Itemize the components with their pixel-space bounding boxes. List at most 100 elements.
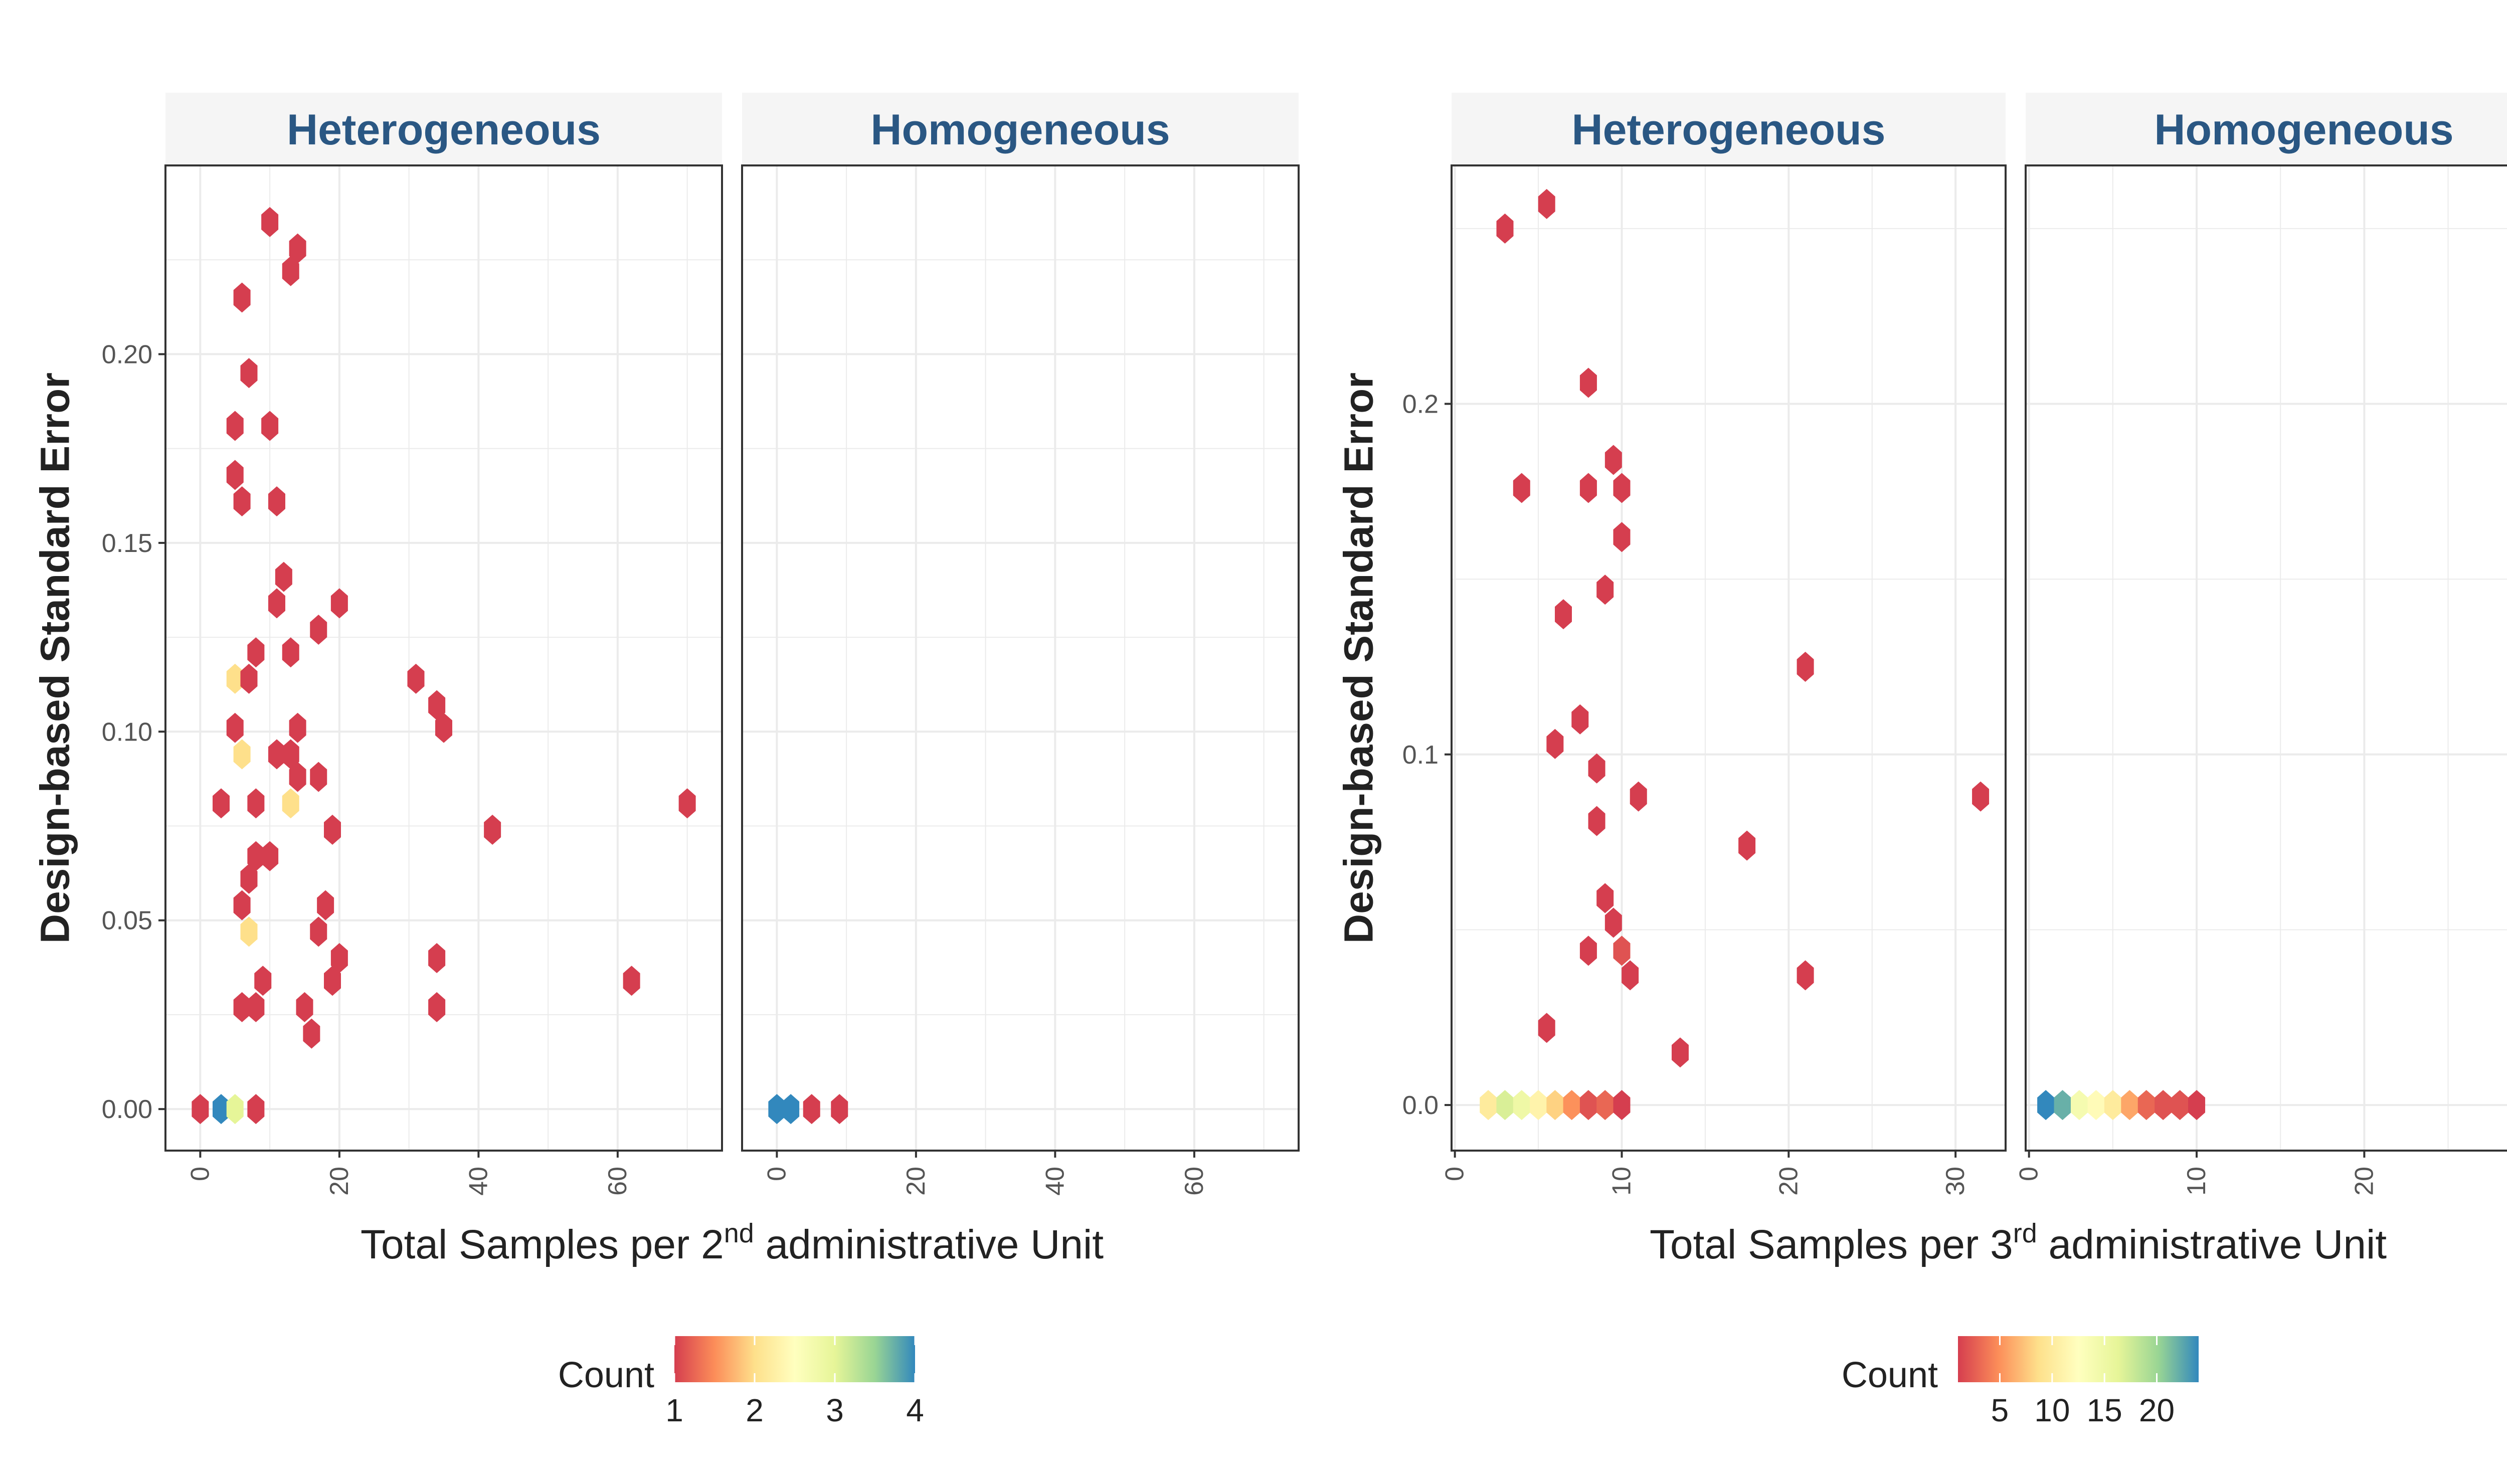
hexbin-cell bbox=[1538, 189, 1555, 219]
x-axis-title: Total Samples per 3rd administrative Uni… bbox=[1650, 1218, 2387, 1267]
hexbin-cell bbox=[303, 1018, 320, 1049]
hexbin-cell bbox=[1571, 704, 1589, 734]
y-tick-label: 0.15 bbox=[102, 529, 152, 558]
hexbin-cell bbox=[1588, 753, 1605, 784]
hexbin-cell bbox=[330, 588, 348, 619]
panel-border bbox=[741, 164, 1300, 1152]
hexbin-cell bbox=[1738, 830, 1756, 861]
x-tick-label: 20 bbox=[902, 1167, 931, 1196]
hexbin-cell bbox=[317, 890, 334, 920]
hexbin-cell bbox=[2188, 1090, 2206, 1121]
hexbin-cell bbox=[247, 637, 265, 668]
x-tick-label: 20 bbox=[1774, 1167, 1803, 1196]
facet-strip bbox=[2026, 93, 2507, 165]
hexbin-cell bbox=[1588, 806, 1605, 836]
x-tick-label: 0 bbox=[1441, 1167, 1470, 1181]
hexbin-cell bbox=[1579, 473, 1597, 503]
hexbin-cell bbox=[330, 943, 348, 974]
hexbin-cell bbox=[282, 739, 299, 770]
hexbin-cell bbox=[261, 207, 279, 237]
legend-tick-label: 3 bbox=[826, 1392, 844, 1428]
hexbin-cell bbox=[247, 992, 265, 1022]
hexbin-cell bbox=[1622, 960, 1639, 991]
x-tick-label: 60 bbox=[603, 1167, 632, 1196]
hexbin-cell bbox=[192, 1094, 209, 1125]
x-axis-title: Total Samples per 2nd administrative Uni… bbox=[361, 1218, 1104, 1267]
hexbin-cell bbox=[226, 663, 244, 694]
x-tick-label: 10 bbox=[2182, 1167, 2211, 1196]
hexbin-cell bbox=[240, 863, 258, 894]
legend-tick-label: 2 bbox=[746, 1392, 764, 1428]
facet-strip bbox=[1452, 93, 2006, 165]
y-axis-title: Design-based Standard Error bbox=[1336, 373, 1382, 944]
facet-strip bbox=[165, 93, 722, 165]
hexbin-cell bbox=[1496, 213, 1514, 244]
facet-label: Heterogeneous bbox=[1571, 106, 1885, 154]
hexbin-cell bbox=[1972, 781, 1990, 812]
hexbin-cell bbox=[2155, 1090, 2172, 1121]
hexbin-cell bbox=[240, 916, 258, 947]
hexbin-cell bbox=[240, 663, 258, 694]
panel-heterogeneous: Heterogeneous 0 10 20 30 0.0 0.1 0.2 bbox=[1402, 93, 2007, 1196]
hexbin-cell bbox=[289, 762, 306, 792]
hexbin-cell bbox=[1563, 1090, 1580, 1121]
hexbin-cell bbox=[1630, 781, 1647, 812]
legend-colorbar bbox=[674, 1336, 915, 1382]
hexbin-cell bbox=[1554, 599, 1572, 630]
x-axis-title-sup: nd bbox=[724, 1218, 754, 1248]
hexbin-cell bbox=[2054, 1090, 2071, 1121]
hexbin-cell bbox=[1604, 445, 1622, 475]
hexbin-cell bbox=[1613, 473, 1631, 503]
hexbin-cell bbox=[247, 841, 265, 871]
hexbin-cell bbox=[233, 486, 251, 517]
legend-colorbar bbox=[1958, 1336, 2199, 1382]
x-tick-label: 20 bbox=[2350, 1167, 2379, 1196]
legend-tick-label: 4 bbox=[906, 1392, 924, 1428]
facet-label: Homogeneous bbox=[870, 106, 1170, 154]
y-tick-label: 0.2 bbox=[1402, 390, 1439, 419]
legend-tick-label: 10 bbox=[2034, 1392, 2070, 1428]
hexbin-cell bbox=[282, 788, 299, 819]
x-axis-title-sup: rd bbox=[2013, 1218, 2037, 1248]
hexbin-cell bbox=[435, 712, 452, 743]
hexbin-cell bbox=[803, 1094, 820, 1125]
hexbin-cell bbox=[247, 788, 265, 819]
hexbin-cell bbox=[1604, 907, 1622, 938]
hexbin-cell bbox=[226, 712, 244, 743]
hexbin-cell bbox=[1513, 1090, 1530, 1121]
hexbin-cell bbox=[782, 1094, 800, 1125]
hexbin-cell bbox=[2171, 1090, 2189, 1121]
hexbin-cell bbox=[1596, 575, 1614, 605]
x-tick-label: 10 bbox=[1607, 1167, 1636, 1196]
hexbin-cell bbox=[1546, 1090, 1564, 1121]
legend: Count 1 2 3 4 bbox=[558, 1336, 924, 1428]
legend-title: Count bbox=[558, 1355, 654, 1395]
panel-heterogeneous: Heterogeneous 0 20 40 60 0.00 0.05 0.10 0.15 0.20 bbox=[102, 93, 723, 1196]
y-axis-title: Design-based Standard Error bbox=[33, 373, 78, 944]
x-axis-title-prefix: Total Samples per 2 bbox=[361, 1222, 724, 1267]
hexbin-cell bbox=[2037, 1090, 2055, 1121]
legend-tick-label: 15 bbox=[2087, 1392, 2122, 1428]
hexbin-cell bbox=[1579, 367, 1597, 398]
facet-strip bbox=[742, 93, 1299, 165]
panel-background bbox=[742, 165, 1299, 1151]
hexbin-cell bbox=[233, 282, 251, 313]
hexbin-cell bbox=[1480, 1090, 1497, 1121]
hexbin-cell bbox=[233, 992, 251, 1022]
hexbin-cell bbox=[324, 966, 341, 996]
hexbin-cell bbox=[831, 1094, 848, 1125]
hexbin-cell bbox=[1579, 1090, 1597, 1121]
hexbin-cell bbox=[428, 690, 446, 720]
hexbin-cell bbox=[1596, 883, 1614, 913]
facet-label: Homogeneous bbox=[2154, 106, 2453, 154]
hexbin-cell bbox=[678, 788, 696, 819]
hexbin-cell bbox=[289, 712, 306, 743]
x-tick-label: 20 bbox=[325, 1167, 354, 1196]
hexbin-cell bbox=[233, 739, 251, 770]
hexbin-cell bbox=[1530, 1090, 1547, 1121]
legend-title: Count bbox=[1842, 1355, 1938, 1395]
x-tick-label: 40 bbox=[1040, 1167, 1069, 1196]
hexbin-cell bbox=[407, 663, 425, 694]
